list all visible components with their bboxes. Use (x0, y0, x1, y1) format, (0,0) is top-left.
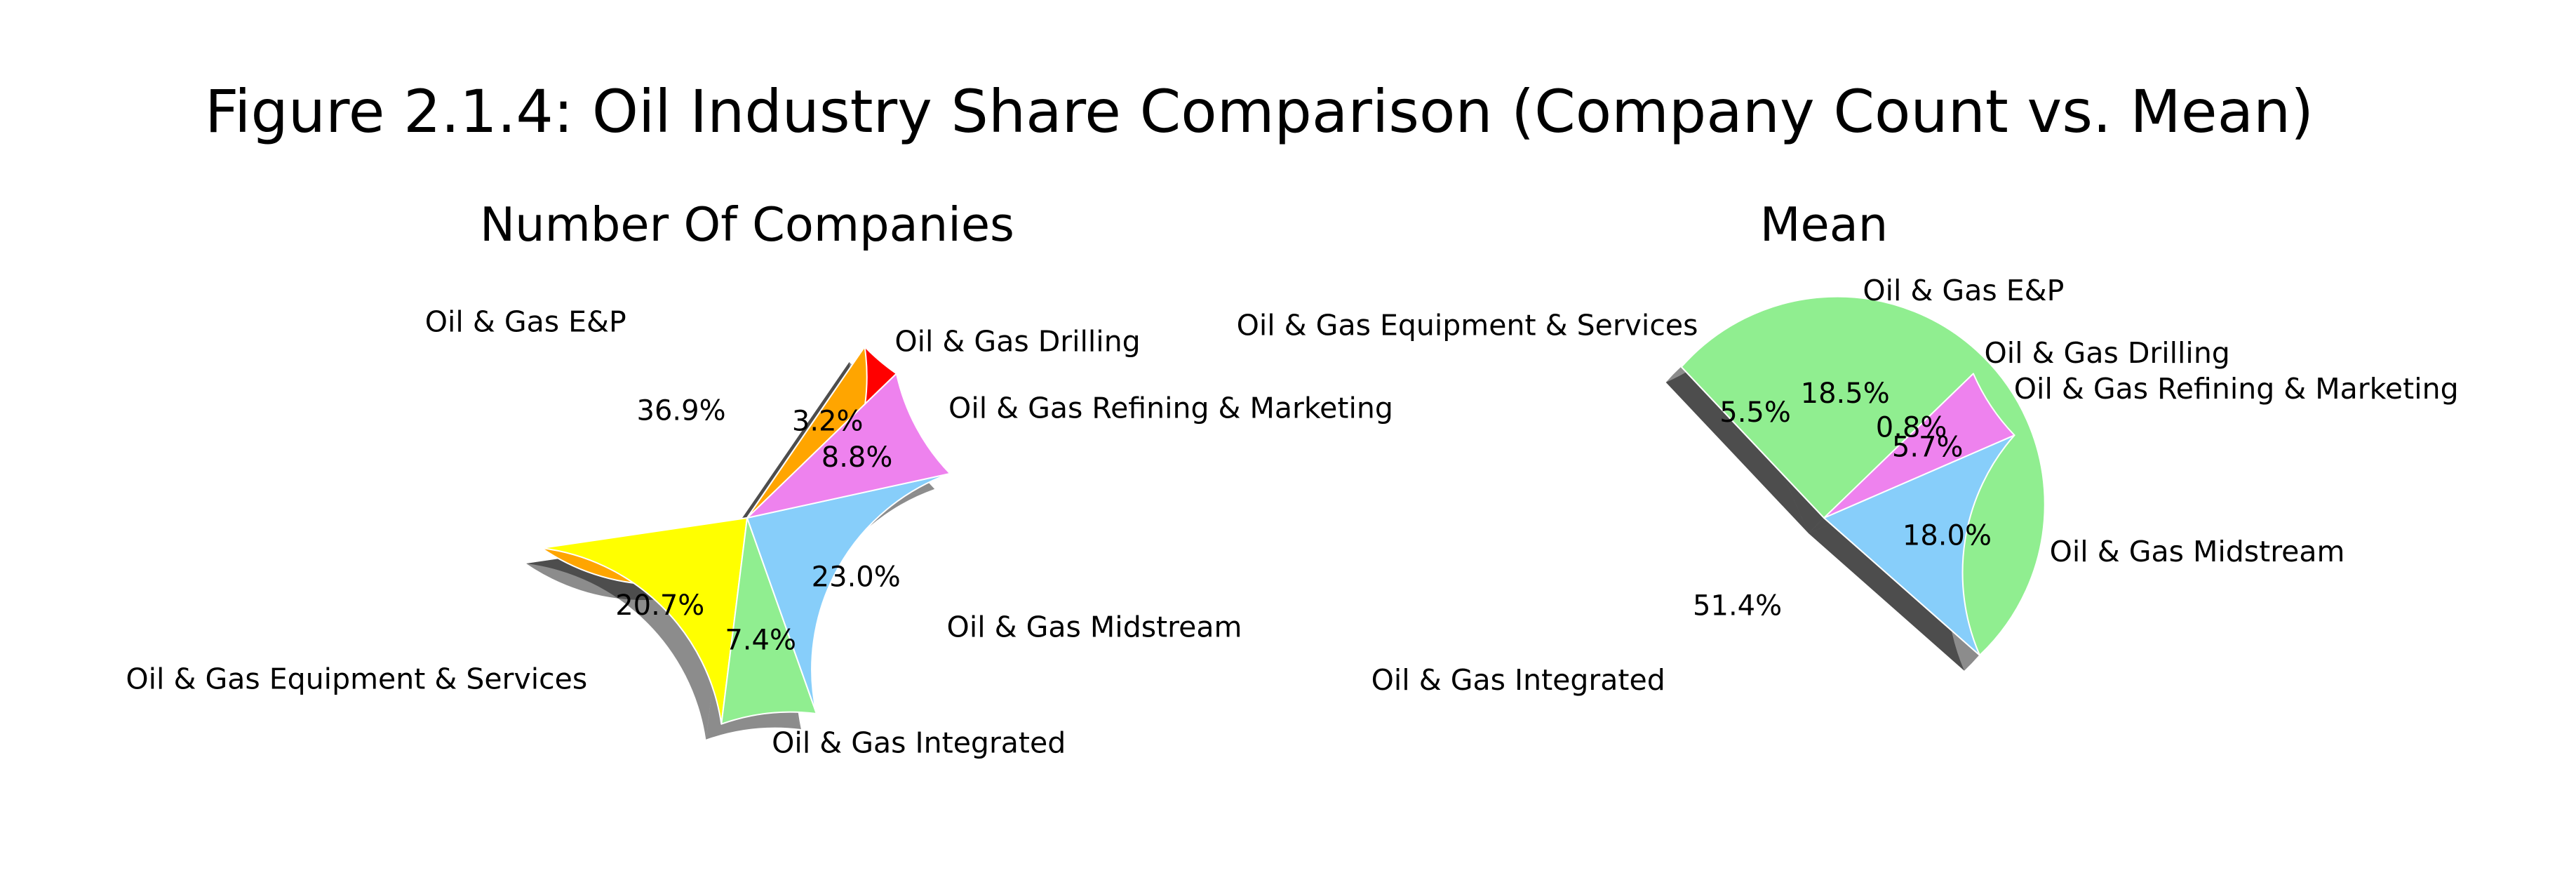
slice-percent-label: 51.4% (1693, 590, 1782, 622)
slice-percent-label: 0.8% (1876, 411, 1947, 444)
slice-percent-label: 3.2% (792, 405, 864, 437)
slice-percent-label: 20.7% (615, 589, 704, 622)
figure-title: Figure 2.1.4: Oil Industry Share Compari… (205, 77, 2314, 146)
slice-percent-label: 23.0% (812, 561, 901, 593)
slice-category-label: Oil & Gas Refining & Marketing (2014, 372, 2459, 406)
slice-percent-label: 36.9% (637, 394, 726, 427)
pie-slice-oil-and-gas-refining-and-marketing (1823, 373, 2015, 519)
slice-category-label: Oil & Gas Integrated (1371, 663, 1665, 697)
slice-percent-label: 18.0% (1903, 520, 1992, 552)
chart-title: Number Of Companies (480, 197, 1014, 252)
pie-slice-oil-and-gas-equipment-and-services (541, 517, 748, 725)
slice-category-label: Oil & Gas Midstream (947, 610, 1242, 644)
pie-slice-oil-and-gas-midstream (746, 472, 951, 714)
slice-category-label: Oil & Gas Equipment & Services (1237, 308, 1698, 342)
slice-category-label: Oil & Gas Equipment & Services (126, 662, 587, 696)
slice-percent-label: 5.7% (1892, 431, 1964, 463)
slice-category-label: Oil & Gas Midstream (2050, 535, 2345, 568)
slice-category-label: Oil & Gas E&P (425, 305, 626, 339)
chart-title: Mean (1760, 197, 1889, 252)
slice-category-label: Oil & Gas E&P (1863, 274, 2064, 307)
slice-percent-label: 5.5% (1719, 396, 1791, 429)
slice-category-label: Oil & Gas Drilling (1984, 336, 2229, 370)
pie-slice-oil-and-gas-refining-and-marketing (746, 373, 951, 519)
pie-slice-oil-and-gas-midstream (1823, 434, 2015, 656)
pie-slice-oil-and-gas-integrated (720, 517, 817, 725)
slice-category-label: Oil & Gas Drilling (894, 324, 1140, 358)
pie-chart-mean: Mean 0.8% Oil & Gas Drilling 18.5% Oil & Ga… (1237, 197, 2459, 697)
slice-percent-label: 7.4% (725, 625, 796, 657)
slice-category-label: Oil & Gas Refining & Marketing (948, 391, 1393, 425)
slice-percent-label: 8.8% (821, 441, 893, 474)
slice-percent-label: 18.5% (1801, 378, 1890, 410)
slice-shadow (1665, 342, 1809, 533)
slice-category-label: Oil & Gas Integrated (772, 726, 1066, 760)
pie-chart-company-count: Number Of Companies 3.2% Oil & Gas Drilli… (126, 197, 1393, 760)
